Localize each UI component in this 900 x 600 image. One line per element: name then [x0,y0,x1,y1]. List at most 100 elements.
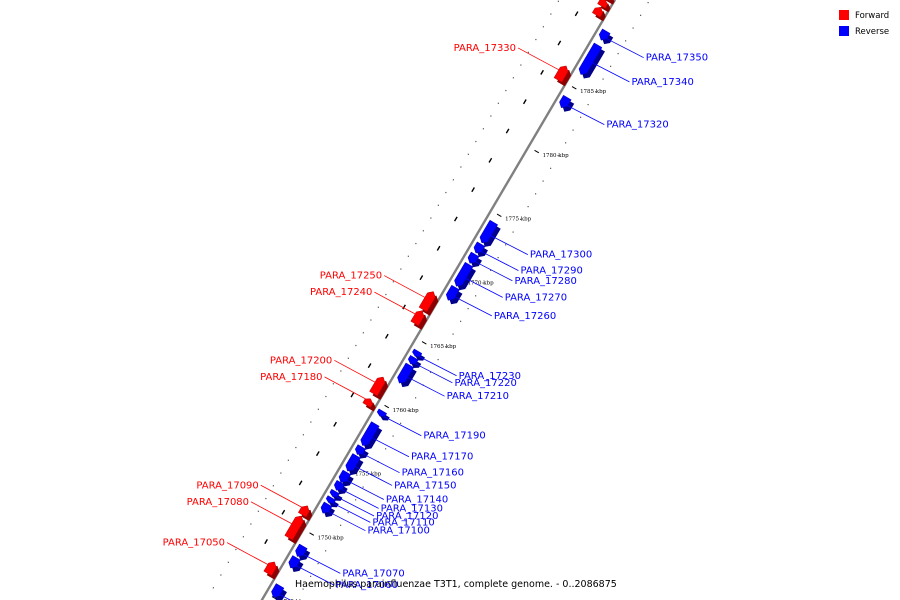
gene-label: PARA_17200 [270,355,332,366]
guide-dot [475,295,477,297]
guide-dot [497,102,499,104]
gene-arrow [362,398,374,408]
orf-mark [574,11,579,17]
scale-tick-label: 1765 kbp [430,344,457,350]
gene-arrow [320,501,333,514]
gene-leader [517,47,560,71]
gene-shadow [348,457,364,476]
guide-dot [445,191,447,194]
guide-dot [287,459,289,461]
guide-dot [595,91,597,93]
scale-tick-label: 1785 kbp [580,89,607,95]
gene-label: PARA_17060 [336,580,398,591]
guide-dot [422,230,424,232]
guide-dot [572,129,574,131]
gene-label: PARA_17280 [514,276,576,287]
gene-label: PARA_17210 [447,391,509,402]
gene-label: PARA_17350 [646,53,708,64]
guide-dot [347,357,349,359]
guide-dot [565,142,567,144]
gene-arrow [271,583,285,598]
orf-mark [505,128,510,134]
guide-dot [415,397,417,399]
orf-mark [350,392,355,398]
gene-leader [260,484,302,508]
guide-dot [610,65,612,67]
guide-dot [505,89,507,92]
orf-mark [557,40,562,46]
scale-tick [309,532,315,536]
scale-tick [496,213,502,218]
guide-dot [460,320,462,322]
guide-dot [632,27,634,29]
orf-mark [298,480,303,486]
guide-dot [362,332,364,334]
gene-arrow [345,453,361,472]
guide-dot [505,244,507,246]
gene-label: PARA_17340 [631,77,693,88]
gene-label: PARA_17110 [372,517,434,528]
scale-tick-label: 1755 kbp [355,472,382,478]
orf-mark [402,304,406,310]
scale-tick-label: 1780 kbp [543,153,570,159]
guide-dot [392,435,394,437]
gene-arrow [445,284,460,301]
gene-leader [475,261,513,282]
guide-dot [520,218,522,220]
legend-label-forward: Forward [855,11,889,21]
gene-shadow [605,0,615,5]
gene-label: PARA_17120 [376,511,438,522]
guide-dot [512,231,514,233]
gene-leader [346,480,385,500]
guide-dot [212,587,214,589]
gene-leader [606,38,644,59]
gene-arrow [479,219,499,244]
gene-arrow [598,28,611,41]
guide-dot [400,422,402,424]
gene-label: PARA_17220 [454,378,516,389]
guide-dot [392,281,394,283]
guide-dot [317,562,319,565]
orf-mark [436,245,441,251]
guide-dot [475,140,477,143]
guide-dot [407,255,409,257]
gene-leader [324,376,366,400]
orf-mark [488,157,493,163]
gene-arrow [608,0,611,1]
gene-arrow [397,362,415,384]
gene-leader [592,62,630,83]
guide-dot [325,550,327,552]
gene-leader [567,105,605,125]
gene-arrow [297,505,310,518]
gene-label: PARA_17320 [606,120,668,131]
guide-dot [482,282,484,284]
gene-label: PARA_17330 [454,43,516,54]
guide-dot [482,128,484,130]
guide-dot [340,370,342,372]
gene-label: PARA_17080 [187,497,249,508]
orf-mark [367,363,372,369]
guide-dot [227,561,229,563]
gene-arrow [597,0,608,9]
gene-leader [250,501,293,525]
guide-dot [272,485,274,487]
dotted-guides [212,0,649,590]
guide-dot [242,536,244,538]
guide-dot [257,510,259,512]
gene-arrow [578,42,603,75]
legend: Forward Reverse [839,10,889,37]
guide-dot [490,115,492,117]
gene-features [263,0,615,600]
legend-label-reverse: Reverse [855,27,889,37]
gene-label: PARA_17260 [494,311,556,322]
orf-mark [333,421,337,427]
guide-dot [377,306,379,308]
guide-dot [527,205,529,208]
orf-mark [281,509,286,515]
gene-arrow [354,444,367,455]
guide-dot [280,472,282,474]
orf-mark [471,187,475,193]
gene-label: PARA_17130 [381,503,443,514]
gene-leader [362,453,400,474]
